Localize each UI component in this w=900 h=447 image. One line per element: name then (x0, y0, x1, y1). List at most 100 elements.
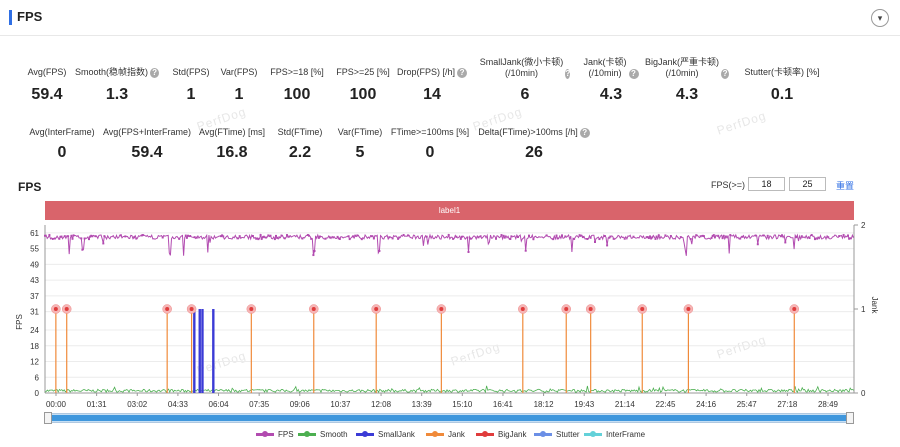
bigjank-marker (588, 307, 593, 311)
fps-threshold-input-1[interactable] (748, 177, 785, 191)
y-tick-label: 61 (30, 229, 39, 238)
fps-series-line (44, 233, 854, 256)
y-tick-label: 18 (30, 342, 39, 351)
stat-value: 16.8 (216, 144, 248, 161)
stat-label: FPS>=25 [%] (336, 67, 390, 77)
x-tick-label: 13:39 (412, 400, 433, 409)
stat-value: 1 (186, 86, 196, 103)
x-tick-label: 28:49 (818, 400, 839, 409)
smalljank-bar (198, 309, 201, 393)
help-icon[interactable]: ? (579, 128, 590, 138)
stat-stats_row1-1: Smooth(稳帧指数)? 1.3 (75, 62, 159, 103)
x-tick-label: 24:16 (696, 400, 717, 409)
y-tick-label: 43 (30, 276, 39, 285)
bigjank-marker (640, 307, 645, 311)
stat-stats_row2-1: Avg(FPS+InterFrame) 59.4 (100, 122, 194, 161)
legend-item-interframe[interactable]: InterFrame (584, 430, 645, 439)
x-tick-label: 04:33 (168, 400, 189, 409)
x-tick-label: 12:08 (371, 400, 392, 409)
legend-swatch-icon (534, 431, 552, 437)
stat-value: 14 (423, 86, 441, 103)
stat-stats_row2-0: Avg(InterFrame) 0 (22, 122, 102, 161)
stat-label: Drop(FPS) [/h] (397, 67, 456, 77)
x-tick-label: 16:41 (493, 400, 514, 409)
y2-axis-title: Jank (870, 297, 879, 315)
stat-stats_row1-0: Avg(FPS) 59.4 (22, 62, 72, 103)
y-tick-label: 0 (35, 389, 40, 398)
x-tick-label: 03:02 (127, 400, 148, 409)
stat-value: 4.3 (599, 86, 623, 103)
stat-value: 0.1 (770, 86, 794, 103)
legend-swatch-icon (298, 431, 316, 437)
stat-label: Jank(卡顿) (/10min) (583, 57, 627, 78)
reset-link[interactable]: 重置 (836, 181, 855, 191)
timeline-left-handle[interactable] (44, 412, 52, 424)
bigjank-marker (64, 307, 69, 311)
stat-value: 0 (57, 144, 67, 161)
stat-stats_row1-5: FPS>=25 [%] 100 (330, 62, 396, 103)
help-icon[interactable]: ? (628, 69, 639, 79)
timeline-scroll-thumb[interactable] (52, 415, 847, 421)
stat-label: BigJank(严重卡顿) (/10min) (645, 57, 720, 78)
stat-label: FPS>=18 [%] (270, 67, 324, 77)
legend-item-smooth[interactable]: Smooth (298, 430, 348, 439)
bigjank-marker (564, 307, 569, 311)
bigjank-marker (374, 307, 379, 311)
y2-tick-label: 1 (861, 305, 866, 314)
stat-value: 6 (520, 86, 530, 103)
timeline-right-handle[interactable] (846, 412, 854, 424)
stat-stats_row1-10: Stutter(卡顿率) [%] 0.1 (737, 62, 827, 103)
x-tick-label: 21:14 (615, 400, 636, 409)
stat-value: 59.4 (131, 144, 163, 161)
y-tick-label: 37 (30, 292, 39, 301)
y-tick-label: 31 (30, 308, 39, 317)
bigjank-marker (189, 307, 194, 311)
stat-value: 100 (349, 86, 377, 103)
x-tick-label: 19:43 (574, 400, 595, 409)
bigjank-marker (520, 307, 525, 311)
legend-swatch-icon (426, 431, 444, 437)
x-tick-label: 01:31 (87, 400, 108, 409)
stat-stats_row1-3: Var(FPS) 1 (213, 62, 265, 103)
legend-item-bigjank[interactable]: BigJank (476, 430, 526, 439)
legend-swatch-icon (356, 431, 374, 437)
legend-item-jank[interactable]: Jank (426, 430, 465, 439)
help-icon[interactable]: ? (721, 69, 729, 79)
stat-value: 5 (355, 144, 365, 161)
stat-stats_row2-2: Avg(FTime) [ms] 16.8 (194, 122, 270, 161)
legend-item-fps[interactable]: FPS (256, 430, 294, 439)
help-icon[interactable]: ? (150, 68, 159, 78)
help-icon[interactable]: ? (565, 69, 571, 79)
stat-stats_row1-2: Std(FPS) 1 (165, 62, 217, 103)
x-tick-label: 18:12 (534, 400, 555, 409)
fps-threshold-input-2[interactable] (789, 177, 826, 191)
fps-series (44, 233, 854, 257)
stat-label: Var(FPS) (220, 67, 258, 77)
legend-item-stutter[interactable]: Stutter (534, 430, 580, 439)
stat-stats_row2-5: FTime>=100ms [%] 0 (386, 122, 474, 161)
x-tick-label: 10:37 (330, 400, 351, 409)
x-tick-label: 00:00 (46, 400, 67, 409)
legend-label: Jank (448, 430, 465, 439)
y2-tick-label: 2 (861, 221, 866, 230)
y-tick-label: 55 (30, 245, 39, 254)
legend-swatch-icon (256, 431, 274, 437)
help-icon[interactable]: ? (457, 68, 467, 78)
stat-stats_row2-4: Var(FTime) 5 (330, 122, 390, 161)
y-axis-title: FPS (15, 314, 24, 330)
legend-swatch-icon (476, 431, 494, 437)
legend-label: BigJank (498, 430, 527, 439)
stat-value: 59.4 (31, 86, 63, 103)
legend-item-smalljank[interactable]: SmallJank (356, 430, 415, 439)
smooth-series-line (44, 385, 855, 394)
y2-tick-label: 0 (861, 389, 866, 398)
stat-label: Std(FPS) (172, 67, 210, 77)
section-title: FPS (17, 9, 43, 24)
x-tick-label: 09:06 (290, 400, 311, 409)
stat-label: Avg(FPS) (27, 67, 67, 77)
legend-label: Stutter (556, 430, 580, 439)
collapse-toggle-icon[interactable]: ▾ (871, 9, 889, 27)
stat-stats_row2-3: Std(FTime) 2.2 (270, 122, 330, 161)
label-band[interactable]: label1 (45, 201, 854, 220)
